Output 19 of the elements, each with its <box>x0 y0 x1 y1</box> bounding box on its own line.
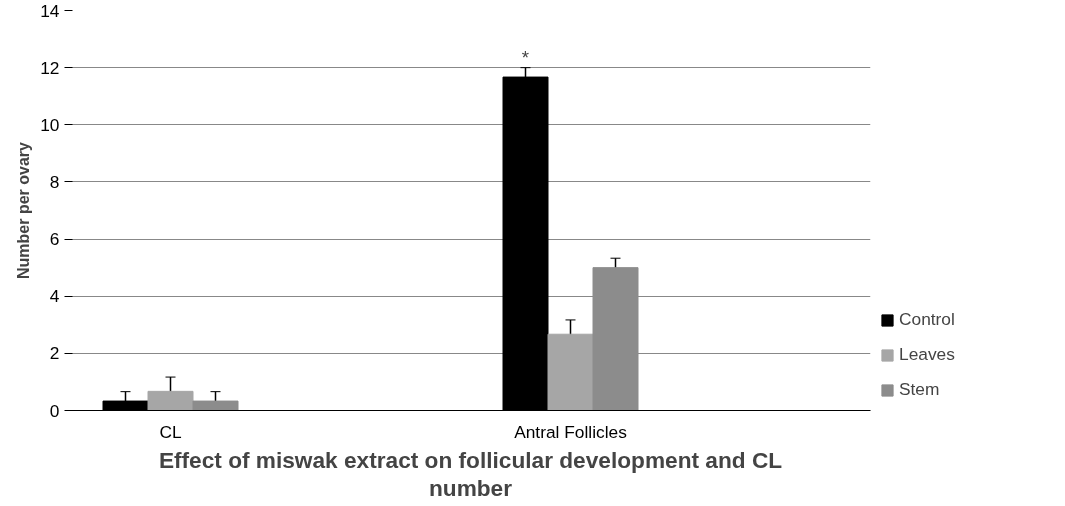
y-tick-label: 2 <box>49 343 60 364</box>
legend-label: Control <box>899 309 955 330</box>
y-axis-title: Number per ovary <box>15 141 33 279</box>
y-tick-label: 4 <box>49 286 60 307</box>
annotation: * <box>521 46 530 68</box>
y-tick-label: 8 <box>49 171 60 192</box>
bar <box>192 400 239 411</box>
legend-label: Leaves <box>899 344 955 365</box>
x-tick-label: CL <box>159 421 182 442</box>
y-tick-label: 0 <box>49 400 60 421</box>
x-tick-label: Antral Follicles <box>514 421 628 442</box>
y-tick-label: 12 <box>40 57 60 78</box>
text: Effect of miswak extract on follicular development and CL number <box>158 446 783 501</box>
y-tick-label: 6 <box>49 229 60 250</box>
y-tick-label: 10 <box>40 114 60 135</box>
legend-label: Stem <box>899 379 940 400</box>
bar <box>147 390 194 411</box>
bar <box>547 333 594 411</box>
y-tick-label: 14 <box>40 0 60 21</box>
